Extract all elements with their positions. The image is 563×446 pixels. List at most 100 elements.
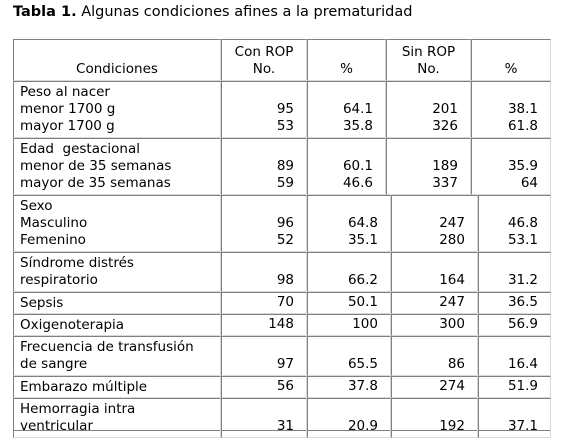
sin-rop-percent-cell-text: 16.4 xyxy=(507,356,538,372)
condition-cell: Edad gestacional menor de 35 semanas may… xyxy=(13,138,221,195)
sin-rop-count-cell: 247 xyxy=(391,292,478,314)
condition-cell-text: Sepsis xyxy=(20,295,64,311)
table-caption: Tabla 1. Algunas condiciones afines a la… xyxy=(13,4,412,20)
sin-rop-percent-cell-text: 56.9 xyxy=(507,316,538,332)
sin-rop-percent-cell: 16.4 xyxy=(478,336,551,376)
con-rop-count-cell-text: 31 xyxy=(276,418,294,434)
sin-rop-count-cell-text: 189 337 xyxy=(432,158,458,191)
sin-rop-count-cell-text: 247 xyxy=(439,294,465,310)
sin-rop-percent-cell: 38.1 61.8 xyxy=(471,81,551,138)
con-rop-percent-cell: 66.2 xyxy=(307,252,391,292)
header-sin-rop-no-text: Sin ROP No. xyxy=(401,44,456,77)
sin-rop-count-cell: 247 280 xyxy=(391,195,478,252)
con-rop-count-cell-text: 70 xyxy=(276,294,294,310)
con-rop-count-cell: 56 xyxy=(221,376,307,398)
con-rop-count-cell-text: 98 xyxy=(276,272,294,288)
con-rop-percent-cell-text: 50.1 xyxy=(347,294,378,310)
condition-cell-text: Hemorragia intra ventricular xyxy=(20,401,136,434)
con-rop-percent-cell-text: 66.2 xyxy=(347,272,378,288)
con-rop-percent-cell: 37.8 xyxy=(307,376,391,398)
condition-cell: Oxigenoterapia xyxy=(13,314,221,336)
sin-rop-count-cell: 164 xyxy=(391,252,478,292)
sin-rop-count-cell: 300 xyxy=(391,314,478,336)
condition-cell-text: Oxigenoterapia xyxy=(20,317,125,333)
header-sin-rop-percent: % xyxy=(471,39,551,81)
condition-cell-text: Sexo Masculino Femenino xyxy=(20,198,88,248)
header-con-rop-percent-text: % xyxy=(340,61,353,77)
con-rop-percent-cell: 20.9 xyxy=(307,398,391,438)
con-rop-percent-cell: 64.1 35.8 xyxy=(307,81,386,138)
sin-rop-count-cell-text: 274 xyxy=(439,378,465,394)
con-rop-count-cell-text: 95 53 xyxy=(276,101,294,134)
con-rop-percent-cell: 65.5 xyxy=(307,336,391,376)
condition-cell-text: Síndrome distrés respiratorio xyxy=(20,255,134,288)
con-rop-count-cell-text: 148 xyxy=(268,316,294,332)
condition-cell: Hemorragia intra ventricular xyxy=(13,398,221,438)
condition-cell: Frecuencia de transfusión de sangre xyxy=(13,336,221,376)
sin-rop-count-cell: 274 xyxy=(391,376,478,398)
sin-rop-percent-cell: 35.9 64 xyxy=(471,138,551,195)
con-rop-count-cell: 98 xyxy=(221,252,307,292)
sin-rop-percent-cell-text: 31.2 xyxy=(507,272,538,288)
header-condiciones: Condiciones xyxy=(13,39,221,81)
sin-rop-count-cell-text: 201 326 xyxy=(432,101,458,134)
sin-rop-percent-cell: 31.2 xyxy=(478,252,551,292)
data-table: Condiciones Con ROP No.% Sin ROP No.% Peso … xyxy=(13,39,551,438)
con-rop-count-cell: 148 xyxy=(221,314,307,336)
con-rop-percent-cell: 50.1 xyxy=(307,292,391,314)
condition-cell: Embarazo múltiple xyxy=(13,376,221,398)
sin-rop-percent-cell: 36.5 xyxy=(478,292,551,314)
sin-rop-count-cell-text: 192 xyxy=(439,418,465,434)
con-rop-count-cell: 97 xyxy=(221,336,307,376)
header-con-rop-no: Con ROP No. xyxy=(221,39,307,81)
con-rop-count-cell: 89 59 xyxy=(221,138,307,195)
header-sin-rop-no: Sin ROP No. xyxy=(386,39,471,81)
con-rop-percent-cell-text: 64.1 35.8 xyxy=(342,101,373,134)
header-con-rop-no-text: Con ROP No. xyxy=(234,44,294,77)
sin-rop-count-cell-text: 86 xyxy=(447,356,465,372)
sin-rop-count-cell: 192 xyxy=(391,398,478,438)
con-rop-count-cell-text: 89 59 xyxy=(276,158,294,191)
sin-rop-count-cell: 201 326 xyxy=(386,81,471,138)
sin-rop-percent-cell: 37.1 xyxy=(478,398,551,438)
sin-rop-percent-cell-text: 38.1 61.8 xyxy=(507,101,538,134)
con-rop-percent-cell: 60.1 46.6 xyxy=(307,138,386,195)
con-rop-percent-cell-text: 65.5 xyxy=(347,356,378,372)
con-rop-percent-cell-text: 100 xyxy=(352,316,378,332)
sin-rop-count-cell-text: 247 280 xyxy=(439,215,465,248)
sin-rop-percent-cell-text: 51.9 xyxy=(507,378,538,394)
con-rop-count-cell: 95 53 xyxy=(221,81,307,138)
con-rop-percent-cell: 100 xyxy=(307,314,391,336)
con-rop-percent-cell-text: 60.1 46.6 xyxy=(342,158,373,191)
con-rop-percent-cell-text: 64.8 35.1 xyxy=(347,215,378,248)
sin-rop-percent-cell-text: 37.1 xyxy=(507,418,538,434)
condition-cell-text: Peso al nacer menor 1700 g mayor 1700 g xyxy=(20,84,116,134)
sin-rop-count-cell: 189 337 xyxy=(386,138,471,195)
con-rop-percent-cell-text: 20.9 xyxy=(347,418,378,434)
sin-rop-percent-cell: 46.8 53.1 xyxy=(478,195,551,252)
header-con-rop-percent: % xyxy=(307,39,386,81)
sin-rop-percent-cell-text: 46.8 53.1 xyxy=(507,215,538,248)
con-rop-percent-cell: 64.8 35.1 xyxy=(307,195,391,252)
sin-rop-percent-cell: 56.9 xyxy=(478,314,551,336)
header-condiciones-text: Condiciones xyxy=(76,61,158,77)
condition-cell: Sexo Masculino Femenino xyxy=(13,195,221,252)
con-rop-count-cell: 70 xyxy=(221,292,307,314)
con-rop-count-cell-text: 56 xyxy=(276,378,294,394)
table-number: Tabla 1. xyxy=(13,4,77,20)
con-rop-count-cell: 31 xyxy=(221,398,307,438)
con-rop-count-cell-text: 96 52 xyxy=(276,215,294,248)
table-title: Algunas condiciones afines a la prematur… xyxy=(81,4,413,20)
condition-cell: Síndrome distrés respiratorio xyxy=(13,252,221,292)
sin-rop-count-cell: 86 xyxy=(391,336,478,376)
sin-rop-percent-cell: 51.9 xyxy=(478,376,551,398)
condition-cell-text: Embarazo múltiple xyxy=(20,379,148,395)
sin-rop-percent-cell-text: 35.9 64 xyxy=(507,158,538,191)
sin-rop-count-cell-text: 164 xyxy=(439,272,465,288)
header-sin-rop-percent-text: % xyxy=(504,61,518,77)
condition-cell-text: Edad gestacional menor de 35 semanas may… xyxy=(20,141,172,191)
condition-cell: Sepsis xyxy=(13,292,221,314)
sin-rop-count-cell-text: 300 xyxy=(439,316,465,332)
sin-rop-percent-cell-text: 36.5 xyxy=(507,294,538,310)
con-rop-percent-cell-text: 37.8 xyxy=(347,378,378,394)
